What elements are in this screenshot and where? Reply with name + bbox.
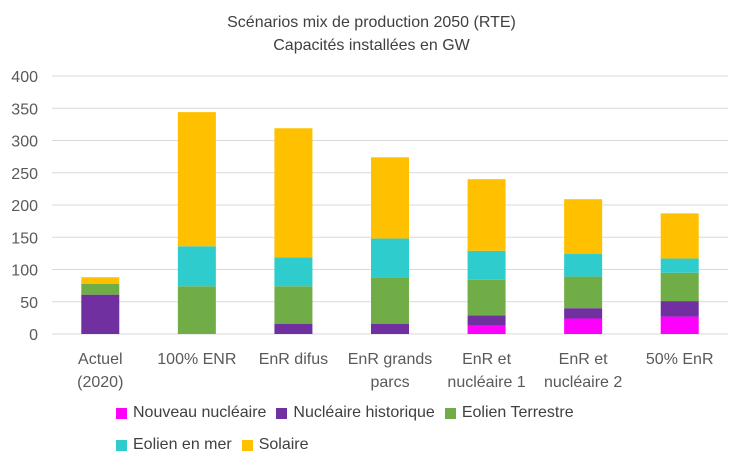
legend-swatch [116,407,127,419]
bar-segment [274,323,313,334]
y-tick-label: 50 [20,295,38,312]
bar-segment [467,279,506,316]
x-tick-label: EnR grands [348,351,433,368]
bar-segment [467,250,506,280]
bar-segment [564,199,603,255]
legend-swatch [116,439,127,451]
bar-segment [81,294,120,334]
legend-item-nouveau-nucleaire: Nouveau nucléaire [116,404,266,422]
bar-segment [564,308,603,319]
y-tick-label: 300 [11,134,38,151]
bar-segment [274,128,313,258]
chart-title: Scénarios mix de production 2050 (RTE) [227,14,516,31]
bar-segment [467,315,506,326]
bar-segment [660,316,699,334]
x-tick-label: 50% EnR [646,351,714,368]
bar-segment [371,238,409,278]
x-tick-label: nucléaire 1 [447,374,525,391]
x-tick-label: EnR et [462,351,511,368]
y-tick-label: 400 [11,69,38,86]
legend-swatch [444,407,456,419]
legend-label: Eolien Terrestre [461,404,574,421]
legend-item-solaire: Solaire [241,436,309,454]
y-tick-label: 200 [11,198,38,215]
bar-segment [177,112,216,247]
x-tick-label: 100% ENR [157,351,236,368]
y-tick-label: 350 [11,101,38,118]
legend-item-eolien-en-mer: Eolien en mer [116,436,232,454]
legend-swatch [241,439,253,451]
bar-segment [371,277,409,324]
bar-segment [660,258,699,273]
legend-swatch [276,407,288,419]
y-tick-label: 250 [11,166,38,183]
legend-item-nucleaire-historique: Nucléaire historique [276,404,435,422]
bar-segment [81,283,120,295]
x-tick-label: EnR difus [259,351,328,368]
y-tick-label: 0 [29,327,38,344]
legend-item-eolien-terrestre: Eolien Terrestre [444,404,574,422]
bar-segment [660,272,699,302]
bar-segment [177,246,216,287]
y-tick-label: 150 [11,230,38,247]
bar-segment [274,286,313,324]
legend-row-1: Nouveau nucléaire Nucléaire historique E… [116,404,584,422]
x-tick-label: nucléaire 2 [544,374,622,391]
bar-segment [81,277,120,284]
bar-segment [564,318,603,334]
x-tick-label: EnR et [559,351,608,368]
bar-segment [660,301,699,317]
chart-subtitle: Capacités installées en GW [273,37,470,54]
legend-label: Eolien en mer [133,436,232,453]
bar-segment [371,323,409,334]
bar-segment [660,213,699,259]
x-tick-label: (2020) [77,374,123,391]
bar-segment [467,179,506,251]
legend-row-2: Eolien en mer Solaire [116,436,319,454]
x-tick-label: parcs [370,374,409,391]
bar-segment [564,276,603,309]
bar-segment [467,325,506,334]
bar-segment [177,286,216,334]
bar-segment [564,254,603,277]
x-tick-label: Actuel [78,351,122,368]
bar-segment [371,157,409,239]
bar-segment [274,257,313,287]
legend-label: Nucléaire historique [293,404,435,421]
y-tick-label: 100 [11,263,38,280]
legend-label: Solaire [258,436,309,453]
legend-label: Nouveau nucléaire [133,404,267,421]
